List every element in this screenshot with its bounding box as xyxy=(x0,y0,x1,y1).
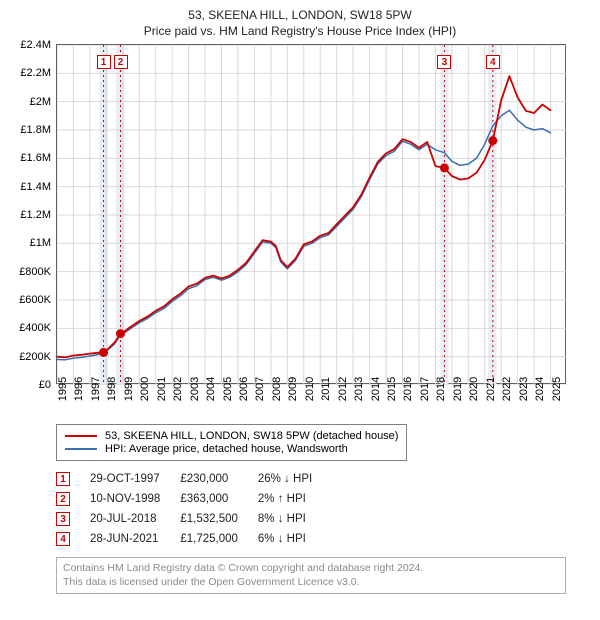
x-tick-label: 2016 xyxy=(402,377,414,401)
container: 53, SKEENA HILL, LONDON, SW18 5PW Price … xyxy=(0,0,600,600)
x-tick-label: 2015 xyxy=(386,377,398,401)
title-line1: 53, SKEENA HILL, LONDON, SW18 5PW xyxy=(6,8,594,22)
footnote: Contains HM Land Registry data © Crown c… xyxy=(56,557,566,594)
y-tick-label: £2M xyxy=(30,96,51,108)
x-tick-label: 2004 xyxy=(205,377,217,401)
x-tick-label: 2002 xyxy=(172,377,184,401)
x-tick-label: 1996 xyxy=(73,377,85,401)
x-tick-label: 2013 xyxy=(353,377,365,401)
title-line2: Price paid vs. HM Land Registry's House … xyxy=(6,24,594,38)
chart: £0£200K£400K£600K£800K£1M£1.2M£1.4M£1.6M… xyxy=(6,44,594,384)
plot-area: £0£200K£400K£600K£800K£1M£1.2M£1.4M£1.6M… xyxy=(56,44,566,384)
x-tick-label: 2022 xyxy=(501,377,513,401)
legend-label: HPI: Average price, detached house, Wand… xyxy=(105,443,348,455)
x-tick-label: 1997 xyxy=(90,377,102,401)
x-tick-label: 2017 xyxy=(419,377,431,401)
x-tick-label: 2019 xyxy=(452,377,464,401)
legend: 53, SKEENA HILL, LONDON, SW18 5PW (detac… xyxy=(56,424,407,461)
x-tick-label: 2001 xyxy=(156,377,168,401)
legend-swatch xyxy=(65,448,97,450)
sales-row: 4 28-JUN-2021£1,725,0006% ↓ HPI xyxy=(56,529,332,549)
sales-row: 2 10-NOV-1998£363,0002% ↑ HPI xyxy=(56,489,332,509)
sale-date: 10-NOV-1998 xyxy=(90,489,180,509)
sale-price: £363,000 xyxy=(180,489,258,509)
y-tick-label: £600K xyxy=(19,294,51,306)
x-tick-label: 2020 xyxy=(468,377,480,401)
x-tick-label: 2006 xyxy=(238,377,250,401)
y-tick-label: £800K xyxy=(19,266,51,278)
y-tick-label: £200K xyxy=(19,351,51,363)
sale-price: £230,000 xyxy=(180,469,258,489)
sale-token-4: 4 xyxy=(486,55,500,69)
sale-delta: 6% ↓ HPI xyxy=(258,529,332,549)
sale-price: £1,725,000 xyxy=(180,529,258,549)
x-tick-label: 1999 xyxy=(123,377,135,401)
legend-swatch xyxy=(65,435,97,437)
x-tick-label: 2023 xyxy=(518,377,530,401)
x-tick-label: 1998 xyxy=(106,377,118,401)
sale-date: 20-JUL-2018 xyxy=(90,509,180,529)
x-tick-label: 2011 xyxy=(320,377,332,401)
sale-delta: 8% ↓ HPI xyxy=(258,509,332,529)
sale-token-2: 2 xyxy=(56,492,70,506)
x-tick-label: 2014 xyxy=(370,377,382,401)
sale-token-2: 2 xyxy=(114,55,128,69)
sale-token-3: 3 xyxy=(56,512,70,526)
y-tick-label: £2.2M xyxy=(20,67,51,79)
sales-row: 1 29-OCT-1997£230,00026% ↓ HPI xyxy=(56,469,332,489)
y-tick-label: £1.8M xyxy=(20,124,51,136)
sale-token-3: 3 xyxy=(437,55,451,69)
x-tick-label: 2010 xyxy=(304,377,316,401)
y-tick-label: £1.6M xyxy=(20,152,51,164)
footnote-line1: Contains HM Land Registry data © Crown c… xyxy=(63,562,559,576)
legend-label: 53, SKEENA HILL, LONDON, SW18 5PW (detac… xyxy=(105,430,398,442)
sale-price: £1,532,500 xyxy=(180,509,258,529)
x-tick-label: 2021 xyxy=(485,377,497,401)
y-tick-label: £400K xyxy=(19,322,51,334)
y-tick-label: £1.2M xyxy=(20,209,51,221)
x-tick-label: 2025 xyxy=(551,377,563,401)
legend-row: HPI: Average price, detached house, Wand… xyxy=(65,443,398,455)
sales-table: 1 29-OCT-1997£230,00026% ↓ HPI 2 10-NOV-199… xyxy=(56,469,332,549)
x-tick-label: 2000 xyxy=(139,377,151,401)
sale-token-4: 4 xyxy=(56,532,70,546)
sale-delta: 26% ↓ HPI xyxy=(258,469,332,489)
x-tick-label: 2008 xyxy=(271,377,283,401)
plot-svg xyxy=(57,45,567,385)
x-tick-label: 2018 xyxy=(435,377,447,401)
sale-token-1: 1 xyxy=(97,55,111,69)
x-tick-label: 2009 xyxy=(287,377,299,401)
y-tick-label: £1.4M xyxy=(20,181,51,193)
legend-row: 53, SKEENA HILL, LONDON, SW18 5PW (detac… xyxy=(65,430,398,442)
footnote-line2: This data is licensed under the Open Gov… xyxy=(63,576,559,590)
x-tick-label: 2024 xyxy=(534,377,546,401)
x-tick-label: 2007 xyxy=(254,377,266,401)
x-tick-label: 2012 xyxy=(337,377,349,401)
sales-row: 3 20-JUL-2018£1,532,5008% ↓ HPI xyxy=(56,509,332,529)
sale-date: 28-JUN-2021 xyxy=(90,529,180,549)
sale-date: 29-OCT-1997 xyxy=(90,469,180,489)
y-tick-label: £1M xyxy=(30,237,51,249)
y-tick-label: £2.4M xyxy=(20,39,51,51)
sale-delta: 2% ↑ HPI xyxy=(258,489,332,509)
sale-token-1: 1 xyxy=(56,472,70,486)
x-tick-label: 2005 xyxy=(222,377,234,401)
x-tick-label: 1995 xyxy=(57,377,69,401)
y-tick-label: £0 xyxy=(39,379,51,391)
x-tick-label: 2003 xyxy=(189,377,201,401)
